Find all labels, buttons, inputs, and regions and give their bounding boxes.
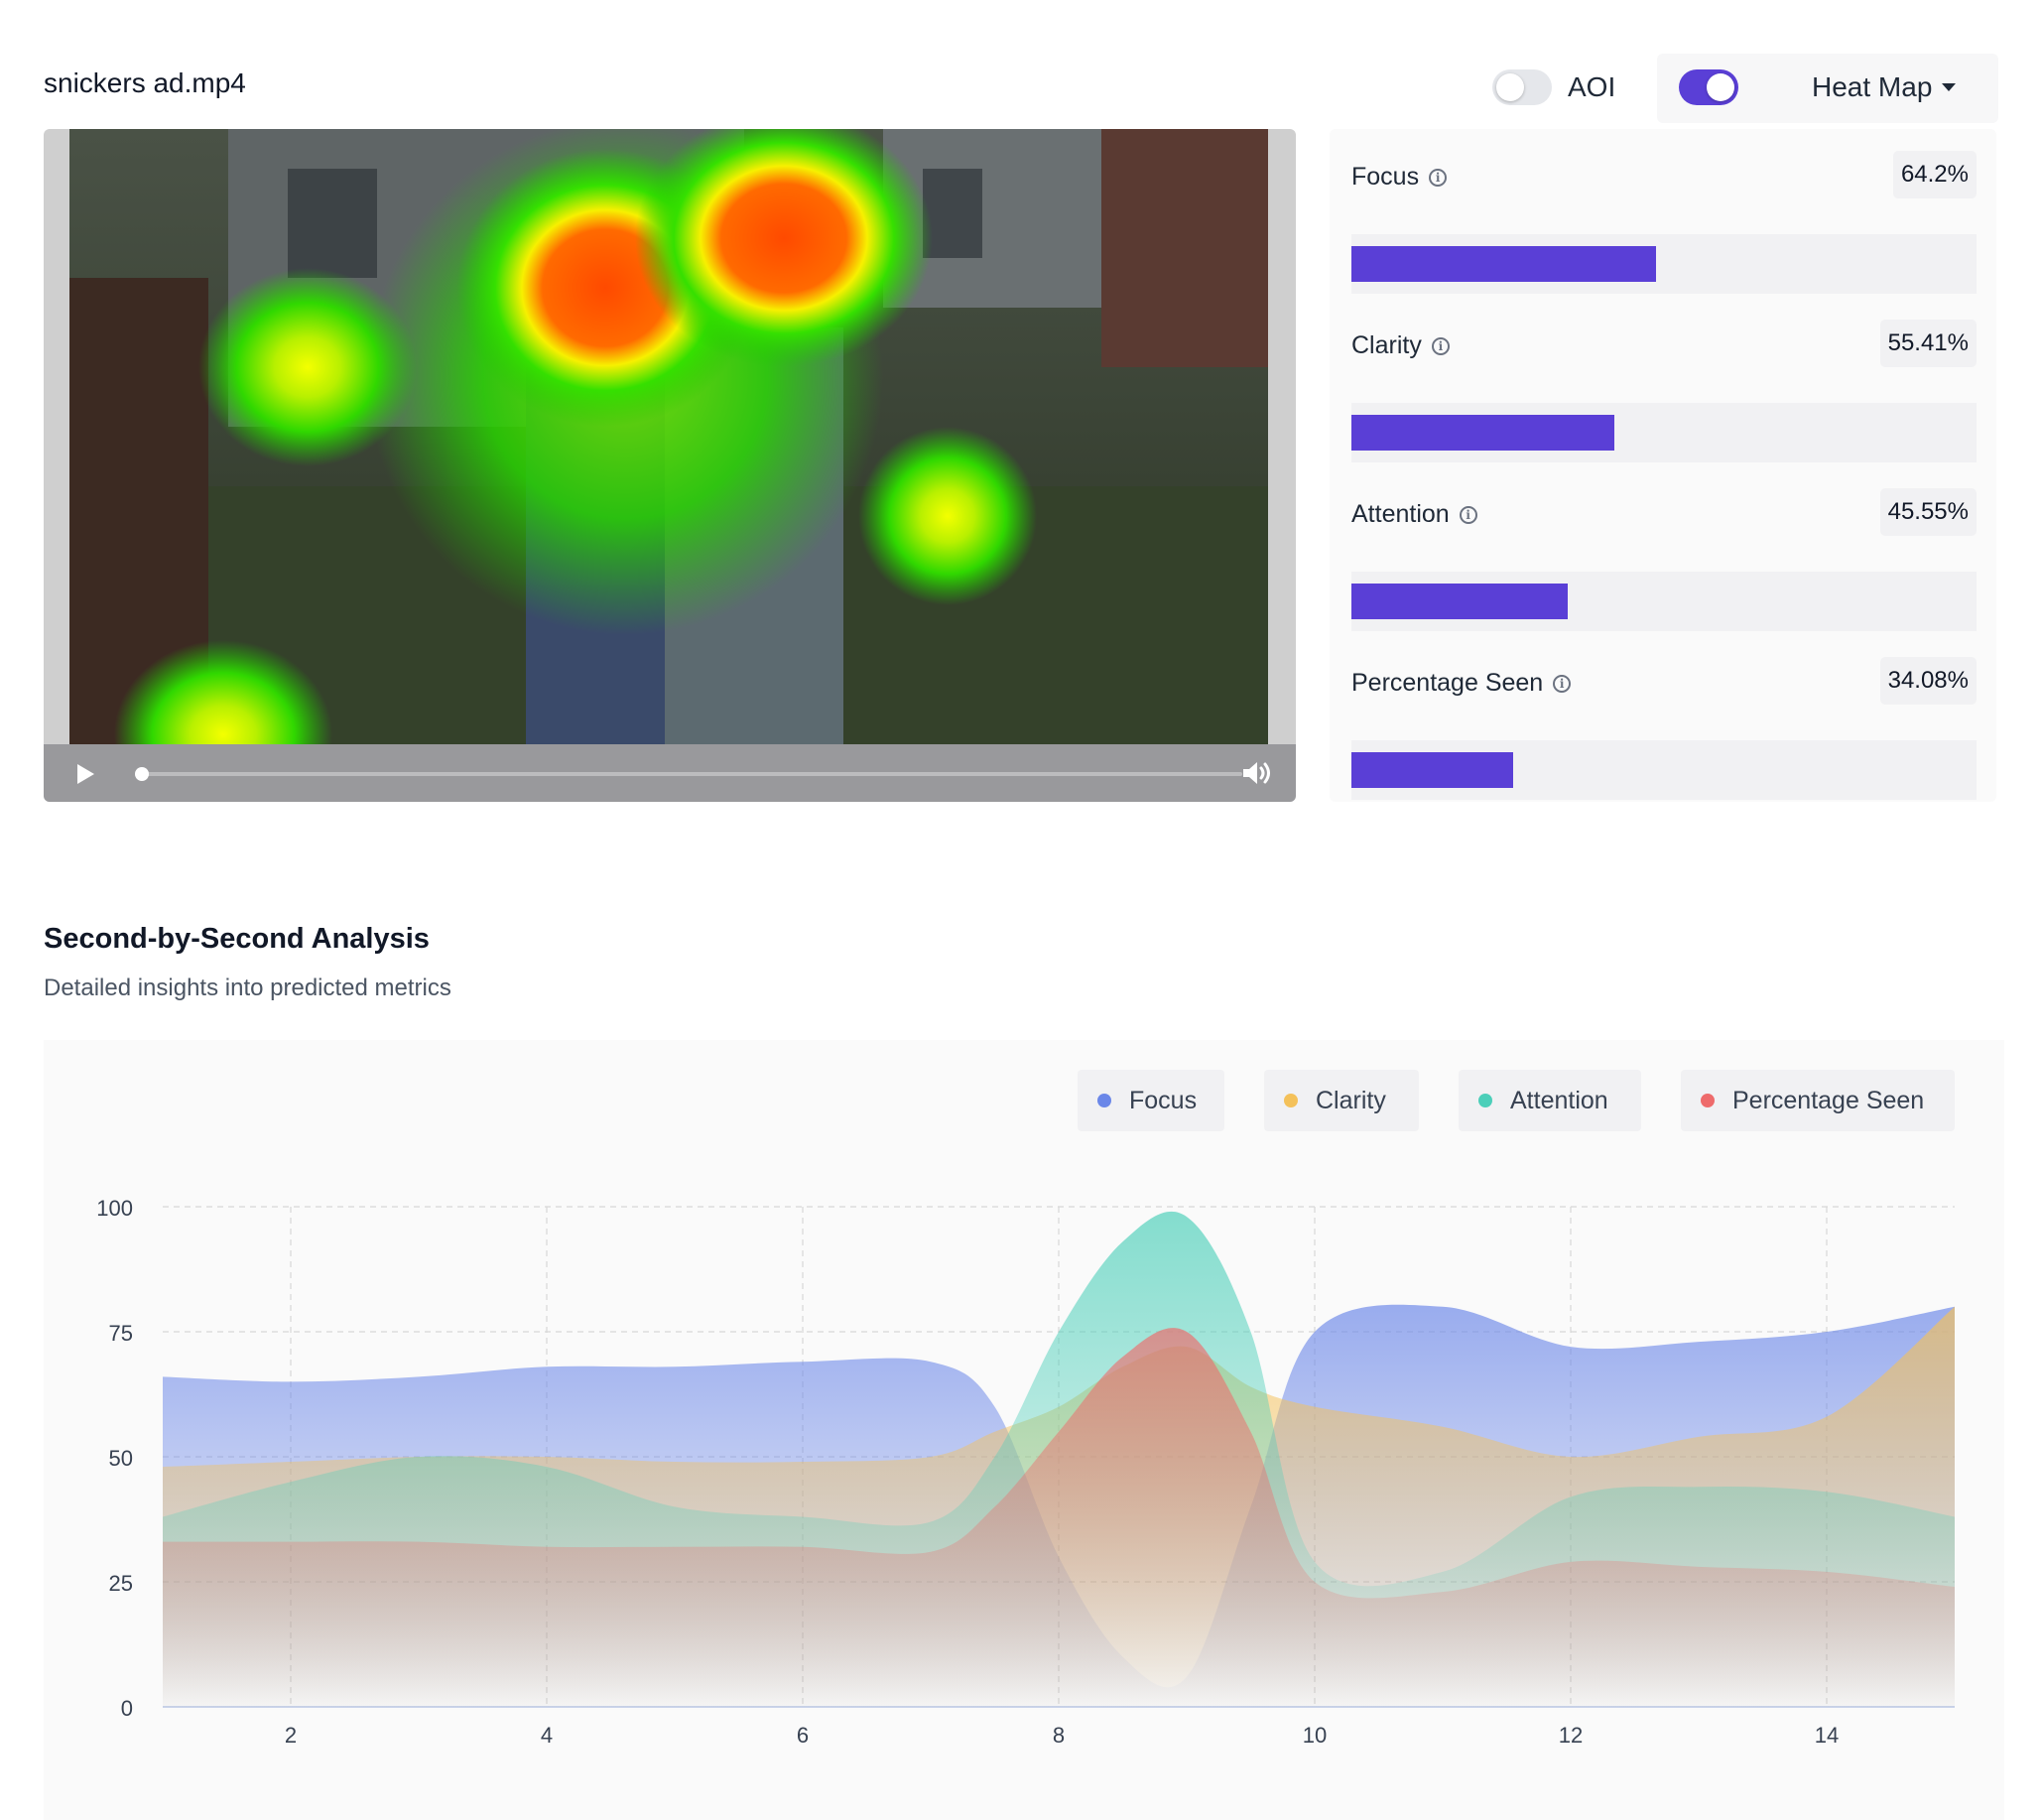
video-player[interactable] xyxy=(44,129,1296,802)
legend-label: Focus xyxy=(1129,1086,1198,1114)
play-icon[interactable] xyxy=(77,764,94,784)
legend-dot xyxy=(1284,1094,1298,1107)
x-tick-label: 10 xyxy=(1303,1723,1327,1748)
metric-label-text: Focus xyxy=(1351,163,1420,191)
metric-label-text: Clarity xyxy=(1351,331,1422,359)
y-tick-label: 50 xyxy=(109,1446,133,1471)
metric-bar-fill xyxy=(1351,415,1614,451)
legend-dot xyxy=(1097,1094,1111,1107)
legend-label: Clarity xyxy=(1316,1086,1386,1114)
video-frame-heatmap xyxy=(69,129,1268,744)
metric-value: 55.41% xyxy=(1879,320,1977,367)
caret-down-icon xyxy=(1942,83,1957,91)
legend-item-focus[interactable]: Focus xyxy=(1078,1070,1224,1131)
metric-label-text: Attention xyxy=(1351,500,1450,528)
legend-item-percentage-seen[interactable]: Percentage Seen xyxy=(1681,1070,1955,1131)
metric-label-text: Percentage Seen xyxy=(1351,669,1544,697)
metric-label: Focus i xyxy=(1351,163,1448,192)
area-chart: 0 25 50 75 100 2 4 6 8 10 12 14 xyxy=(96,1196,1955,1748)
metrics-panel: Focus i 64.2% Clarity i 55.41% Attention i 45.55… xyxy=(1330,129,1996,802)
heatmap-toggle[interactable] xyxy=(1679,69,1738,105)
x-tick-label: 12 xyxy=(1559,1723,1583,1748)
analysis-title: Second-by-Second Analysis xyxy=(44,923,430,955)
metric-bar-fill xyxy=(1351,584,1568,619)
x-tick-label: 2 xyxy=(285,1723,297,1748)
metric-value: 45.55% xyxy=(1879,488,1977,536)
legend-dot xyxy=(1478,1094,1492,1107)
aoi-label: AOI xyxy=(1568,71,1616,102)
info-icon[interactable]: i xyxy=(1431,336,1450,355)
legend-dot xyxy=(1701,1094,1715,1107)
volume-icon[interactable] xyxy=(1240,758,1274,788)
y-tick-label: 100 xyxy=(96,1196,133,1221)
metric-label: Clarity i xyxy=(1351,331,1450,360)
metric-label: Percentage Seen i xyxy=(1351,669,1572,698)
info-icon[interactable]: i xyxy=(1429,168,1448,187)
series-area-percentage-seen xyxy=(163,1328,1955,1707)
file-title: snickers ad.mp4 xyxy=(44,67,246,98)
metric-label: Attention i xyxy=(1351,500,1477,529)
chart-axes: 0 25 50 75 100 2 4 6 8 10 12 14 xyxy=(96,1196,1839,1748)
metric-value: 34.08% xyxy=(1879,657,1977,705)
metric-bar-track xyxy=(1351,234,1977,294)
view-mode-label: Heat Map xyxy=(1812,71,1933,102)
x-tick-label: 6 xyxy=(797,1723,809,1748)
metric-bar-fill xyxy=(1351,246,1656,282)
aoi-toggle[interactable] xyxy=(1492,69,1552,105)
legend-item-attention[interactable]: Attention xyxy=(1459,1070,1641,1131)
metric-value: 64.2% xyxy=(1892,151,1977,198)
metric-bar-track xyxy=(1351,403,1977,462)
legend-label: Percentage Seen xyxy=(1732,1086,1925,1114)
x-tick-label: 8 xyxy=(1053,1723,1065,1748)
chart-series xyxy=(163,1211,1955,1707)
metric-bar-track xyxy=(1351,740,1977,800)
info-icon[interactable]: i xyxy=(1553,674,1572,693)
analysis-subtitle: Detailed insights into predicted metrics xyxy=(44,975,451,1001)
toggle-knob xyxy=(1496,73,1524,101)
legend-label: Attention xyxy=(1510,1086,1608,1114)
x-tick-label: 14 xyxy=(1815,1723,1839,1748)
view-mode-dropdown[interactable]: Heat Map xyxy=(1812,71,1957,103)
y-tick-label: 0 xyxy=(121,1696,133,1721)
seek-bar[interactable] xyxy=(141,772,1242,776)
seek-handle[interactable] xyxy=(135,767,149,781)
info-icon[interactable]: i xyxy=(1459,505,1477,524)
toggle-knob xyxy=(1707,73,1734,101)
metric-bar-fill xyxy=(1351,752,1513,788)
metric-bar-track xyxy=(1351,572,1977,631)
y-tick-label: 75 xyxy=(109,1321,133,1346)
y-tick-label: 25 xyxy=(109,1571,133,1596)
legend-item-clarity[interactable]: Clarity xyxy=(1264,1070,1419,1131)
video-controls-bar xyxy=(44,744,1296,802)
x-tick-label: 4 xyxy=(541,1723,553,1748)
